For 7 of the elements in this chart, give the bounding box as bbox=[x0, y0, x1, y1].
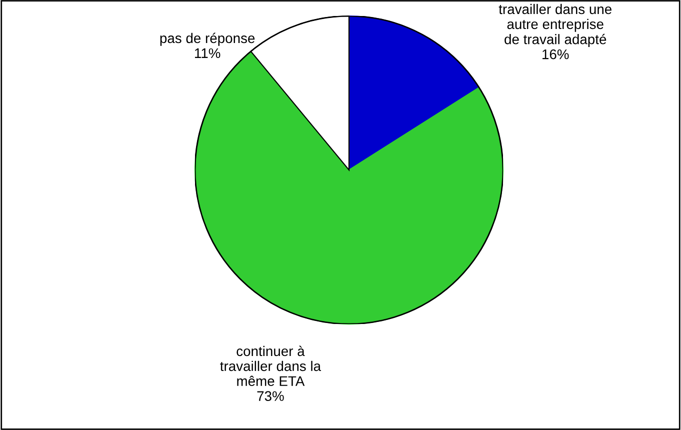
data-label: 16% bbox=[542, 49, 569, 60]
data-label: 73% bbox=[257, 391, 284, 401]
slice-label: pas de réponse bbox=[160, 32, 255, 46]
data-label: 11% bbox=[194, 48, 220, 58]
slice-label: travailler dans une autre entreprise de travail adapté bbox=[498, 4, 612, 47]
pie-slice bbox=[348, 15, 480, 171]
slice-label: continuer à travailler dans la même ETA bbox=[220, 346, 322, 386]
